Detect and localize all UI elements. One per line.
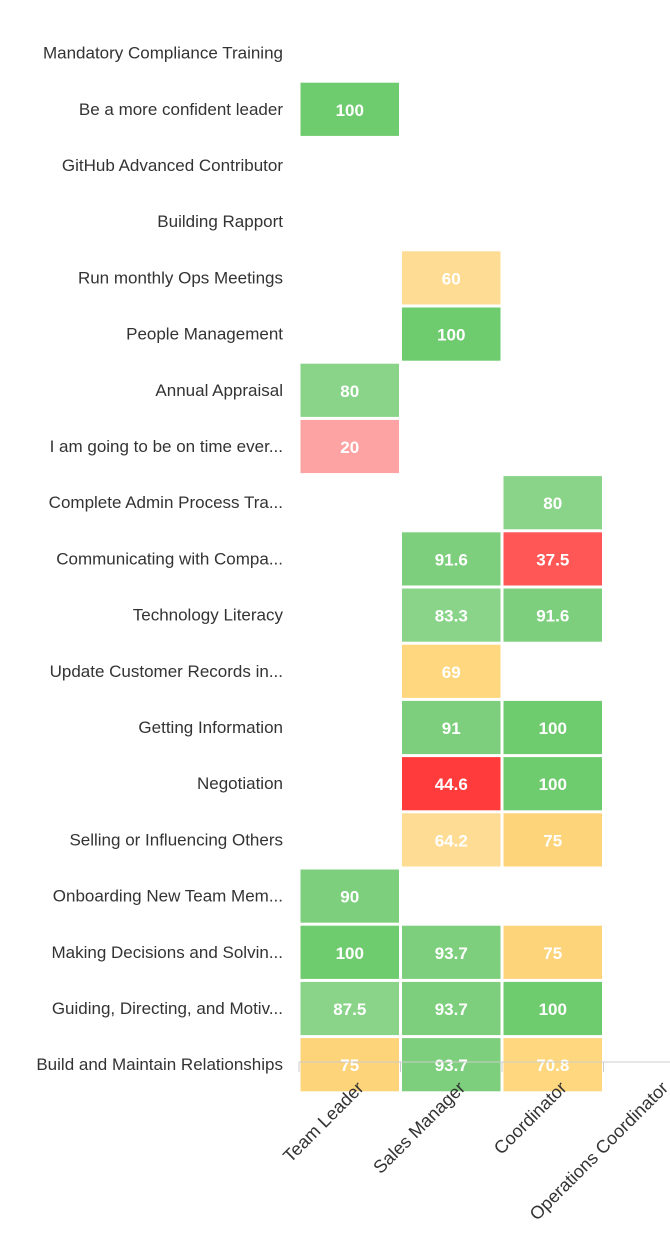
cell-value-label: 64.2	[435, 831, 468, 850]
row-label-mandatory-compliance-training: Mandatory Compliance Training	[43, 44, 283, 63]
heatmap-cell[interactable]	[402, 307, 501, 361]
row-label-i-am-going-to-be-on-time-ever: I am going to be on time ever...	[50, 437, 283, 456]
heatmap-cell[interactable]	[300, 869, 400, 923]
cell-value-label: 87.5	[333, 1000, 366, 1019]
row-label-onboarding-new-team-mem: Onboarding New Team Mem...	[53, 887, 283, 906]
cell-value-label: 75	[543, 944, 562, 963]
heatmap-cell[interactable]	[300, 1038, 400, 1092]
row-label-update-customer-records-in: Update Customer Records in...	[50, 662, 283, 681]
row-labels: Mandatory Compliance Training Be a more c…	[36, 44, 283, 1075]
heatmap-cell[interactable]	[402, 588, 501, 642]
row-label-selling-or-influencing-others: Selling or Influencing Others	[69, 830, 283, 849]
heatmap-cell[interactable]	[503, 476, 603, 530]
row-label-annual-appraisal: Annual Appraisal	[155, 381, 283, 400]
cell-value-label: 91	[442, 719, 461, 738]
cell-value-label: 91.6	[435, 550, 468, 569]
row-label-communicating-with-compa: Communicating with Compa...	[56, 549, 283, 568]
heatmap-cells: 100 60 100 80 20 80 91.6 37.5 83.3 91.6 69 91 100 44.…	[300, 82, 603, 1092]
row-label-making-decisions-and-solvin: Making Decisions and Solvin...	[51, 943, 283, 962]
heatmap-cell[interactable]	[402, 532, 501, 586]
cell-value-label: 100	[539, 775, 567, 794]
x-axis	[298, 1061, 670, 1072]
heatmap-cell[interactable]	[402, 700, 501, 755]
cell-value-label: 100	[437, 326, 465, 345]
heatmap-cell[interactable]	[503, 757, 603, 811]
row-label-complete-admin-process-tra: Complete Admin Process Tra...	[49, 493, 283, 512]
heatmap-cell[interactable]	[503, 981, 603, 1036]
heatmap-cell[interactable]	[503, 1038, 603, 1092]
heatmap-cell[interactable]	[300, 419, 400, 474]
heatmap-cell[interactable]	[402, 251, 501, 305]
cell-value-label: 93.7	[435, 944, 468, 963]
cell-value-label: 70.8	[536, 1056, 569, 1075]
cell-value-label: 80	[543, 494, 562, 513]
heatmap-cell[interactable]	[300, 981, 400, 1036]
cell-value-label: 93.7	[435, 1000, 468, 1019]
cell-value-label: 83.3	[435, 607, 468, 626]
cell-value-label: 93.7	[435, 1056, 468, 1075]
cell-value-label: 91.6	[536, 607, 569, 626]
cell-value-label: 60	[442, 269, 461, 288]
row-label-be-a-more-confident-leader: Be a more confident leader	[79, 100, 283, 119]
row-label-run-monthly-ops-meetings: Run monthly Ops Meetings	[78, 268, 283, 287]
column-label-sales-manager: Sales Manager	[369, 1078, 469, 1178]
heatmap-cell[interactable]	[402, 813, 501, 867]
row-label-github-advanced-contributor: GitHub Advanced Contributor	[62, 156, 283, 175]
row-label-people-management: People Management	[126, 325, 283, 344]
row-label-getting-information: Getting Information	[138, 718, 283, 737]
heatmap-cell[interactable]	[503, 532, 603, 586]
heatmap-cell[interactable]	[503, 700, 603, 755]
cell-value-label: 100	[539, 1000, 567, 1019]
cell-value-label: 20	[340, 438, 359, 457]
heatmap-cell[interactable]	[503, 925, 603, 979]
row-label-building-rapport: Building Rapport	[157, 212, 283, 231]
heatmap-cell[interactable]	[402, 925, 501, 979]
column-labels: Team Leader Sales Manager CoordinatorOpera…	[279, 1078, 670, 1224]
heatmap-cell[interactable]	[300, 82, 400, 136]
cell-value-label: 44.6	[435, 775, 468, 794]
heatmap-cell[interactable]	[402, 644, 501, 698]
heatmap-cell[interactable]	[300, 363, 400, 417]
cell-value-label: 69	[442, 663, 461, 682]
cell-value-label: 100	[539, 719, 567, 738]
cell-value-label: 100	[336, 101, 364, 120]
cell-value-label: 37.5	[536, 550, 569, 569]
row-label-technology-literacy: Technology Literacy	[133, 606, 284, 625]
cell-value-label: 100	[336, 944, 364, 963]
cell-value-label: 75	[543, 831, 562, 850]
cell-value-label: 75	[340, 1056, 359, 1075]
heatmap-cell[interactable]	[503, 588, 603, 642]
heatmap-cell[interactable]	[503, 813, 603, 867]
cell-value-label: 80	[340, 382, 359, 401]
cell-value-label: 90	[340, 888, 359, 907]
row-label-negotiation: Negotiation	[197, 774, 283, 793]
heatmap-cell[interactable]	[402, 1038, 501, 1092]
heatmap-cell[interactable]	[300, 925, 400, 979]
row-label-build-and-maintain-relationships: Build and Maintain Relationships	[36, 1055, 283, 1074]
heatmap-cell[interactable]	[402, 981, 501, 1036]
row-label-guiding-directing-and-motiv: Guiding, Directing, and Motiv...	[52, 999, 283, 1018]
heatmap-cell[interactable]	[402, 757, 501, 811]
